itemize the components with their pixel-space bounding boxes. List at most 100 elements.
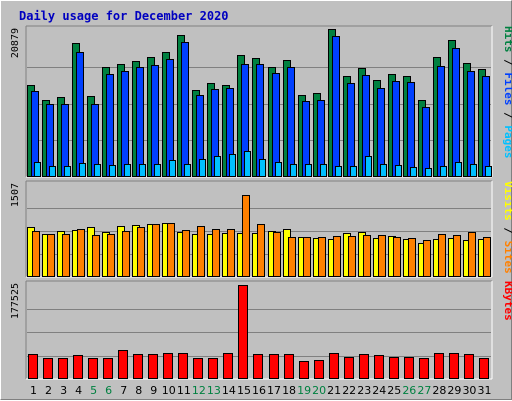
kbytes-bar <box>58 358 68 379</box>
kbytes-bar <box>314 360 324 379</box>
sites-bar <box>257 224 265 277</box>
pages-bar <box>275 162 282 177</box>
files-bar <box>151 65 159 177</box>
files-bar <box>106 74 114 177</box>
files-bar <box>437 66 445 177</box>
sites-bar <box>167 223 175 277</box>
kbytes-bar <box>329 353 339 379</box>
kbytes-bar <box>269 354 279 379</box>
x-tick-label: 28 <box>432 384 446 397</box>
x-tick-label: 8 <box>135 384 142 397</box>
files-bar <box>181 42 189 177</box>
panel-ymax-label: 20879 <box>10 28 21 58</box>
kbytes-bar <box>479 358 489 379</box>
sites-bar <box>47 234 55 277</box>
x-tick-label: 10 <box>162 384 176 397</box>
x-tick-label: 15 <box>237 384 251 397</box>
pages-bar <box>169 160 176 177</box>
x-tick-label: 12 <box>192 384 206 397</box>
sites-bar <box>333 236 341 277</box>
sites-bar <box>483 237 491 277</box>
files-bar <box>452 48 460 177</box>
panel-legend: Hits / Files / Pages <box>502 26 512 159</box>
pages-bar <box>395 165 402 177</box>
files-bar <box>392 81 400 177</box>
kbytes-bar <box>374 355 384 379</box>
legend-files: Files <box>502 72 512 105</box>
x-tick-label: 11 <box>177 384 191 397</box>
files-bar <box>61 104 69 177</box>
files-bar <box>46 104 54 177</box>
sites-bar <box>107 234 115 277</box>
kbytes-bar <box>359 354 369 379</box>
pages-bar <box>350 166 357 177</box>
x-tick-label: 4 <box>75 384 82 397</box>
x-tick-label: 25 <box>387 384 401 397</box>
pages-bar <box>109 165 116 177</box>
panel-legend: Visits / Sites <box>502 181 512 274</box>
sites-bar <box>197 226 205 277</box>
kbytes-bar <box>223 353 233 379</box>
sites-bar <box>152 224 160 277</box>
pages-bar <box>335 166 342 177</box>
x-tick-label: 6 <box>105 384 112 397</box>
files-bar <box>166 59 174 177</box>
x-tick-label: 3 <box>60 384 67 397</box>
files-bar <box>422 107 430 177</box>
kbytes-bar <box>299 361 309 379</box>
sites-bar <box>227 229 235 277</box>
kbytes-bar <box>148 354 158 379</box>
panel-legend: KBytes <box>502 281 512 321</box>
pages-bar <box>470 164 477 177</box>
files-bar <box>76 52 84 177</box>
x-tick-label: 27 <box>417 384 431 397</box>
sites-bar <box>468 232 476 277</box>
kbytes-bar <box>43 358 53 379</box>
files-bar <box>332 36 340 177</box>
x-tick-label: 1 <box>30 384 37 397</box>
files-bar <box>272 73 280 177</box>
pages-bar <box>34 162 41 177</box>
sites-bar <box>363 235 371 277</box>
kbytes-bar <box>238 285 248 379</box>
pages-bar <box>365 156 372 177</box>
x-tick-label: 2 <box>45 384 52 397</box>
kbytes-bar <box>389 357 399 379</box>
legend-hits: Hits <box>502 26 512 53</box>
sites-bar <box>408 238 416 277</box>
chart-title: Daily usage for December 2020 <box>19 9 229 23</box>
legend-sites: Sites <box>502 241 512 274</box>
sites-bar <box>32 231 40 277</box>
x-tick-label: 22 <box>342 384 356 397</box>
pages-bar <box>320 164 327 177</box>
kbytes-bar <box>404 357 414 379</box>
pages-bar <box>440 166 447 177</box>
pages-bar <box>154 164 161 177</box>
pages-bar <box>410 167 417 177</box>
pages-bar <box>64 166 71 177</box>
sites-bar <box>303 237 311 277</box>
pages-bar <box>199 159 206 177</box>
files-bar <box>377 88 385 177</box>
sites-bar <box>212 229 220 277</box>
kbytes-bar <box>193 358 203 379</box>
files-bar <box>136 67 144 177</box>
legend-visits: Visits <box>502 181 512 221</box>
x-tick-label: 5 <box>90 384 97 397</box>
panel-ymax-label: 1507 <box>10 183 21 207</box>
files-bar <box>407 82 415 177</box>
pages-bar <box>425 168 432 177</box>
sites-bar <box>288 237 296 277</box>
sites-bar <box>182 230 190 277</box>
pages-bar <box>290 164 297 177</box>
x-tick-label: 21 <box>327 384 341 397</box>
kbytes-bar <box>419 358 429 379</box>
x-tick-label: 16 <box>252 384 266 397</box>
x-tick-label: 23 <box>357 384 371 397</box>
kbytes-bar <box>103 358 113 379</box>
x-tick-label: 29 <box>447 384 461 397</box>
kbytes-bar <box>28 354 38 379</box>
pages-bar <box>229 154 236 177</box>
kbytes-bar <box>434 353 444 379</box>
x-tick-label: 9 <box>150 384 157 397</box>
